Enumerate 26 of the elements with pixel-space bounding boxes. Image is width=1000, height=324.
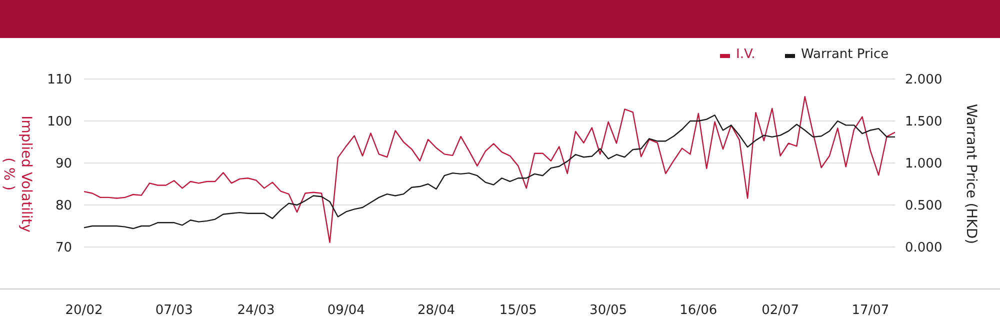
x-tick-label: 07/03 [155,303,193,318]
y2-tick-label: 2.000 [905,72,942,88]
legend-label: I.V. [736,47,756,62]
x-tick-label: 09/04 [327,303,365,318]
x-tick-label: 28/04 [418,303,455,318]
y2-tick-label: 0.500 [905,198,942,214]
y2-tick-label: 1.500 [905,114,942,130]
x-tick-label: 02/07 [762,303,800,318]
y-tick-label: 90 [55,156,72,172]
x-tick-label: 20/02 [65,303,103,318]
line-series [83,96,896,243]
y2-tick-label: 1.000 [905,156,942,172]
x-tick-label: 17/07 [852,303,890,318]
x-tick-label: 24/03 [237,303,275,318]
y2-axis-title: Warrant Price (HKD) [963,104,979,244]
line-series [83,114,896,230]
y-tick-label: 80 [55,198,72,214]
y-tick-label: 70 [55,240,72,256]
x-tick-label: 30/05 [590,303,628,318]
y-tick-label: 100 [47,114,72,130]
x-tick-label: 16/06 [680,303,718,318]
y-tick-label: 110 [47,72,72,88]
x-tick-label: 15/05 [499,303,537,318]
legend-label: Warrant Price [801,47,889,62]
y-axis-title: Implied Volatility ( % ) [0,116,34,232]
y2-tick-label: 0.000 [905,240,942,256]
